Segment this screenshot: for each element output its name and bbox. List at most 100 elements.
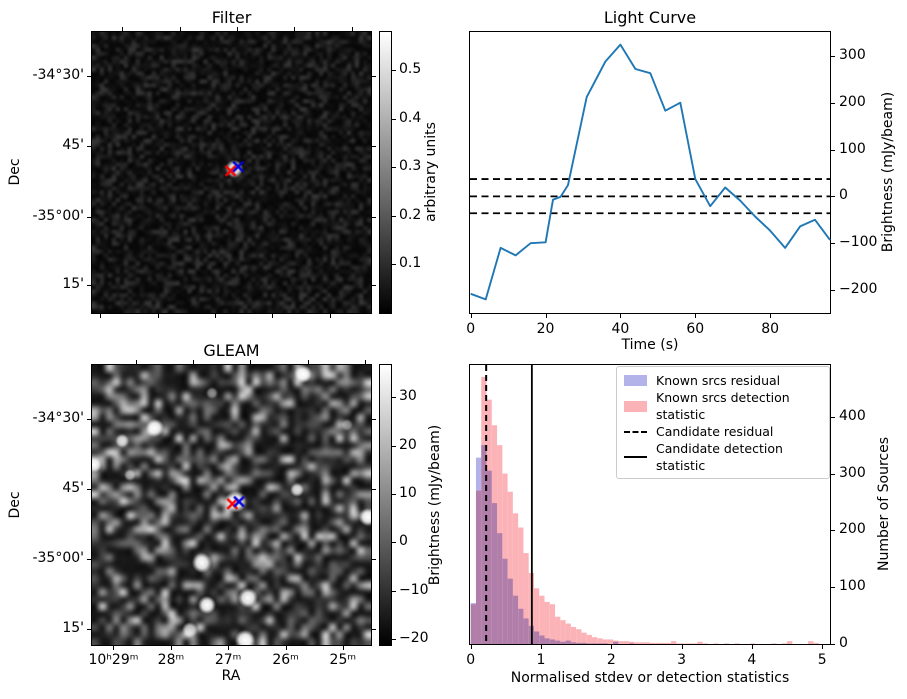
dec-tick [87,76,92,78]
brightness-tick-label: 300 [839,46,866,63]
legend-label: Known srcs residual [656,373,781,388]
time-tick [470,314,472,318]
hist-bar [491,503,498,644]
light-curve-plot [470,43,831,301]
colorbar-tick [392,542,396,544]
hist-bar [549,639,556,644]
brightness-tick-label: 200 [839,93,866,110]
hist-bar [618,641,624,644]
hist-bar [539,635,545,644]
hist-bar [518,527,524,644]
time-tick [545,314,547,318]
gleam-dec-axis-label: Dec [7,491,23,519]
hist-y-tick-label: 100 [839,578,866,595]
hist-bar [576,642,582,644]
hist-x-tick [822,645,824,649]
dec-tick [87,489,92,491]
histogram-plot [470,365,819,644]
light-curve-line [470,43,831,301]
dec-tick-right [371,284,376,286]
brightness-tick-label: −200 [839,281,878,298]
hist-series-residual [470,445,635,644]
hist-y-tick-label: 400 [839,407,866,424]
hist-bar [512,513,519,644]
hist-bar [565,640,571,644]
colorbar-tick [392,215,396,217]
colorbar-tick [392,397,396,399]
hist-bar [723,643,730,644]
hist-bar [602,639,608,644]
hist-bar [512,595,519,644]
colorbar-tick-label: −10 [399,581,429,598]
hist-y-tick-label: 200 [839,521,866,538]
ra-tick-label: 25ᵐ [329,652,357,668]
hist-bar [597,643,603,644]
dec-tick [87,216,92,218]
dec-tick-right [371,76,376,78]
dec-tick-label: -34°30' [32,67,84,84]
hist-y-tick [831,644,835,645]
brightness-tick [831,243,835,245]
hist-bar [560,641,566,644]
colorbar-tick-label: 0.5 [399,60,422,77]
dec-tick-right [371,146,376,148]
brightness-tick [831,196,835,198]
legend-patch-sample [624,400,647,412]
hist-bar [628,643,635,644]
hist-bar [713,643,719,644]
ra-tick-top [122,27,124,32]
dec-tick-right [371,216,376,218]
hist-bar [808,641,814,644]
hist-bar [497,533,503,644]
hist-bar [523,553,529,644]
ra-tick-top [192,360,194,365]
hist-bar [591,643,598,644]
hist-bar [486,470,492,644]
hist-x-tick-label: 3 [677,652,687,668]
hist-y-tick [831,587,835,589]
hist-bar [507,491,513,644]
time-axis-label: Time (s) [621,337,679,353]
colorbar-tick [392,590,396,592]
brightness-tick-label: 0 [839,187,848,204]
hist-bar [602,643,608,644]
gleam-colorbar [379,364,392,646]
brightness-tick-label: −100 [839,234,878,251]
hist-bar [533,588,540,644]
number-of-sources-axis-label: Number of Sources [876,436,892,572]
dec-tick-label: 45' [62,137,84,154]
colorbar-tick-label: 20 [399,436,417,453]
colorbar-tick [392,118,396,120]
ra-tick-top [179,27,181,32]
ra-tick-top [135,360,137,365]
colorbar-tick [392,445,396,447]
hist-bar [750,643,756,644]
hist-bar [544,601,550,644]
hist-bar [481,445,487,644]
legend-patch-sample [624,375,647,386]
hist-bar [787,641,793,644]
time-tick-label: 40 [611,321,630,337]
legend-entry: Candidate detection statistic [624,440,822,474]
hist-bar [607,639,614,644]
legend-entry: Candidate residual [624,423,822,440]
light-curve-title: Light Curve [603,8,697,27]
hist-bar [597,638,603,644]
gleam-title: GLEAM [203,341,260,360]
legend-entry: Known srcs residual [624,372,822,389]
ra-tick-bottom [272,313,274,318]
colorbar-tick [392,264,396,266]
hist-bar [581,642,587,644]
hist-bar [523,618,529,644]
dec-tick-right [371,489,376,491]
colorbar-tick [392,167,396,169]
hist-bar [686,643,693,644]
brightness-axis-label: Brightness (mJy/beam) [880,91,896,253]
gleam-colorbar-label: Brightness (mJy/beam) [427,424,443,586]
legend-label: Candidate residual [656,424,774,439]
hist-bar [533,631,540,644]
dec-tick [87,559,92,561]
hist-bar [470,603,476,644]
ra-tick-top [307,360,309,365]
